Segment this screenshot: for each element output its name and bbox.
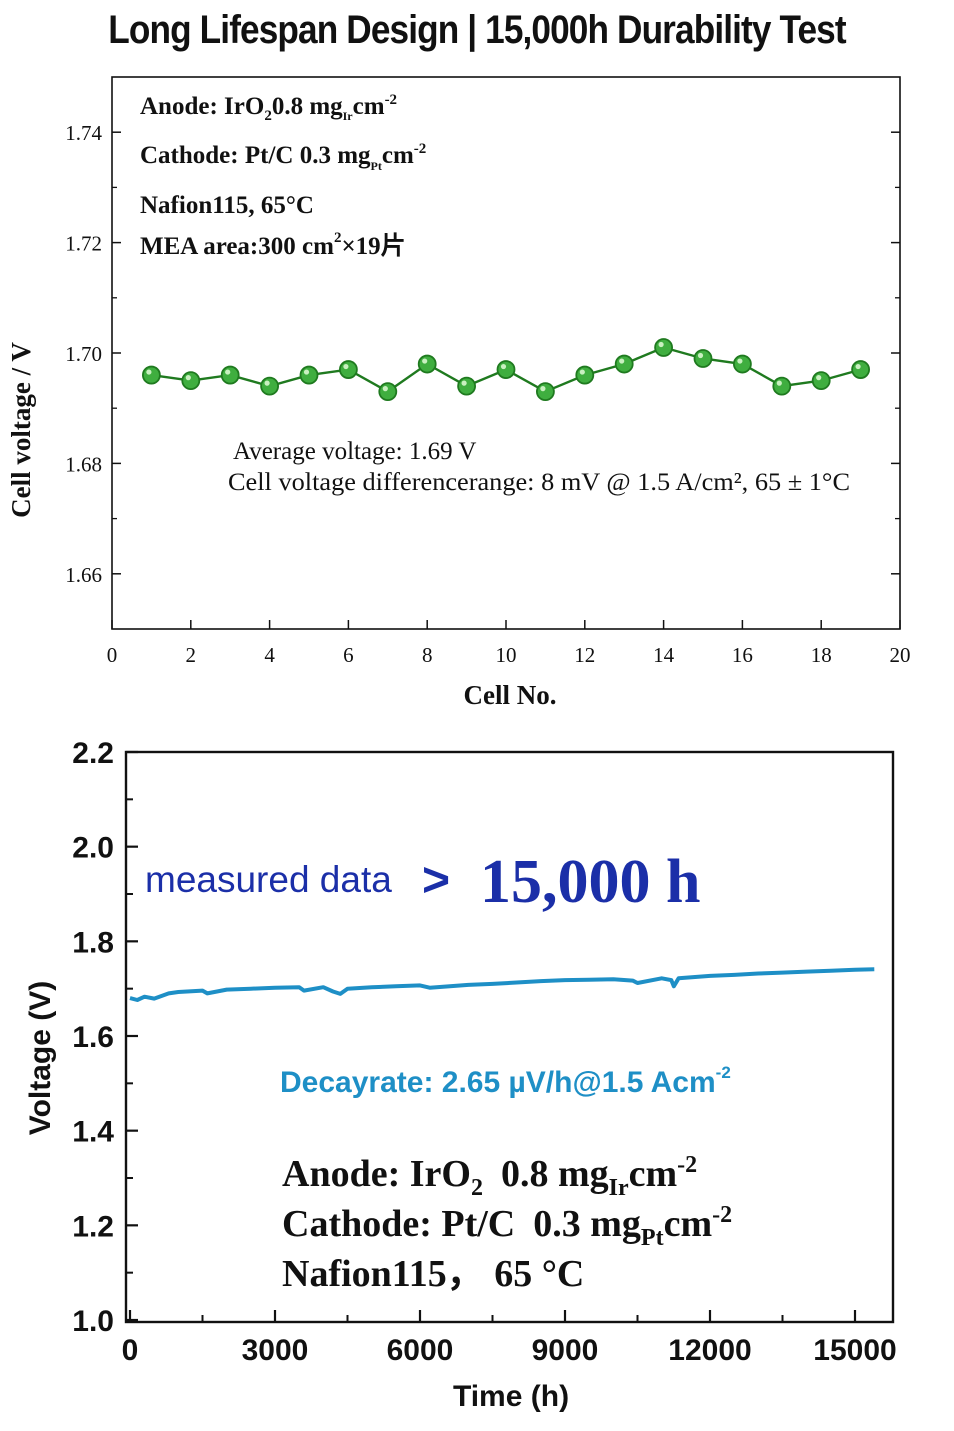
x-tick-labels: 0 2 4 6 8 10 12 14 16 18 20	[107, 643, 911, 667]
x-tick-label: 16	[732, 643, 753, 667]
y-tick-label: 1.0	[72, 1305, 114, 1338]
decay-rate-note: Decayrate: 2.65 µV/h@1.5 Acm-2	[280, 1063, 731, 1099]
data-point	[141, 365, 161, 385]
y-tick-label: 1.2	[72, 1210, 114, 1243]
mea-area-condition: MEA area:300 cm2×19片	[140, 230, 406, 260]
x-tick-label: 12	[574, 643, 595, 667]
data-point	[733, 354, 752, 374]
data-point-highlight	[461, 380, 467, 386]
x-tick-label: 9000	[532, 1334, 599, 1367]
cathode-condition: Cathode: Pt/C 0.3 mgPtcm-2	[282, 1202, 732, 1251]
data-point-highlight	[303, 369, 310, 375]
data-point	[811, 371, 831, 391]
conditions-text: Anode: IrO2 0.8 mgIrcm-2 Cathode: Pt/C 0.3…	[282, 1152, 732, 1295]
x-axis-label: Cell No.	[464, 680, 557, 710]
voltage-series	[141, 338, 870, 402]
data-point-highlight	[185, 375, 191, 381]
x-tick-label: 12000	[668, 1334, 751, 1367]
data-point	[496, 360, 516, 379]
x-tick-label: 6	[343, 643, 354, 667]
y-axis-label: Cell voltage / V	[6, 342, 36, 518]
data-point	[220, 365, 240, 385]
data-point	[614, 354, 634, 374]
axis-ticks	[126, 750, 857, 1322]
data-point	[299, 365, 319, 385]
data-point	[772, 376, 792, 396]
cathode-condition: Cathode: Pt/C 0.3 mgPtcm-2	[140, 141, 426, 173]
data-point-highlight	[500, 363, 507, 370]
x-tick-labels: 0 3000 6000 9000 12000 15000	[122, 1334, 897, 1367]
data-point-highlight	[382, 386, 388, 392]
x-tick-label: 2	[186, 643, 197, 667]
x-tick-label: 0	[122, 1334, 139, 1367]
x-tick-label: 18	[811, 643, 832, 667]
y-tick-label: 1.72	[65, 232, 102, 256]
y-tick-label: 2.2	[72, 737, 114, 770]
average-voltage-note: Average voltage: 1.69 V	[233, 438, 476, 465]
y-tick-label: 1.4	[72, 1116, 114, 1149]
conditions-text: Anode: IrO20.8 mgIrcm-2 Cathode: Pt/C 0.…	[140, 92, 426, 260]
y-tick-label: 1.6	[72, 1021, 114, 1054]
x-tick-label: 14	[653, 643, 675, 667]
measured-arrow: >	[422, 854, 450, 907]
axis-ticks	[111, 131, 901, 629]
data-point	[417, 354, 437, 374]
y-tick-label: 1.8	[72, 926, 114, 959]
data-point	[575, 365, 595, 385]
measured-hours: 15,000 h	[480, 848, 700, 916]
data-point	[654, 338, 673, 357]
x-tick-label: 0	[107, 643, 118, 667]
data-point-highlight	[658, 341, 664, 348]
x-tick-label: 3000	[242, 1334, 309, 1367]
y-tick-label: 2.0	[72, 832, 114, 865]
x-tick-label: 15000	[813, 1334, 896, 1367]
y-tick-label: 1.74	[65, 121, 102, 145]
nafion-condition: Nafion115, 65°C	[140, 192, 314, 219]
data-point-highlight	[225, 369, 231, 375]
y-tick-labels: 1.66 1.68 1.70 1.72 1.74	[65, 121, 102, 587]
x-tick-label: 6000	[387, 1334, 454, 1367]
data-point-highlight	[619, 358, 625, 364]
data-point-highlight	[579, 369, 585, 375]
y-tick-label: 1.68	[65, 452, 102, 476]
measured-data-label: measured data	[145, 859, 392, 900]
data-point	[338, 360, 358, 379]
data-point-highlight	[146, 369, 152, 375]
x-tick-label: 8	[422, 643, 433, 667]
cell-voltage-chart: 1.66 1.68 1.70 1.72 1.74 0 2 4 6 8 10 12 14 16 18 20 C…	[6, 76, 911, 710]
data-point-highlight	[343, 363, 349, 370]
page-title: Long Lifespan Design | 15,000h Durabilit…	[108, 8, 846, 52]
data-point	[378, 382, 398, 402]
voltage-difference-note: Cell voltage differencerange: 8 mV @ 1.5…	[228, 469, 850, 496]
data-point-highlight	[776, 380, 782, 386]
data-point-highlight	[697, 352, 704, 359]
data-point	[693, 349, 713, 368]
data-point-highlight	[540, 386, 546, 392]
data-point-highlight	[855, 363, 861, 370]
anode-condition: Anode: IrO20.8 mgIrcm-2	[140, 92, 397, 124]
x-tick-label: 4	[264, 643, 275, 667]
data-point	[536, 382, 555, 402]
voltage-line	[129, 967, 875, 1002]
data-point	[457, 376, 477, 396]
data-point-highlight	[737, 358, 743, 364]
y-tick-label: 1.66	[65, 563, 102, 587]
data-point-highlight	[422, 358, 428, 364]
x-tick-label: 10	[496, 643, 517, 667]
data-point	[181, 371, 201, 391]
nafion-condition: Nafion115， 65 °C	[282, 1253, 584, 1295]
y-tick-label: 1.70	[65, 342, 102, 366]
data-point-highlight	[264, 380, 270, 386]
y-tick-labels: 1.0 1.2 1.4 1.6 1.8 2.0 2.2	[72, 737, 114, 1338]
y-axis-label: Voltage (V)	[24, 981, 57, 1135]
durability-chart: 1.0 1.2 1.4 1.6 1.8 2.0 2.2 0 3000 6000 9000 12000…	[24, 737, 897, 1413]
x-axis-label: Time (h)	[453, 1380, 569, 1413]
x-tick-label: 20	[890, 643, 911, 667]
data-point-highlight	[816, 375, 822, 381]
data-point	[851, 360, 870, 379]
data-point	[260, 376, 280, 396]
